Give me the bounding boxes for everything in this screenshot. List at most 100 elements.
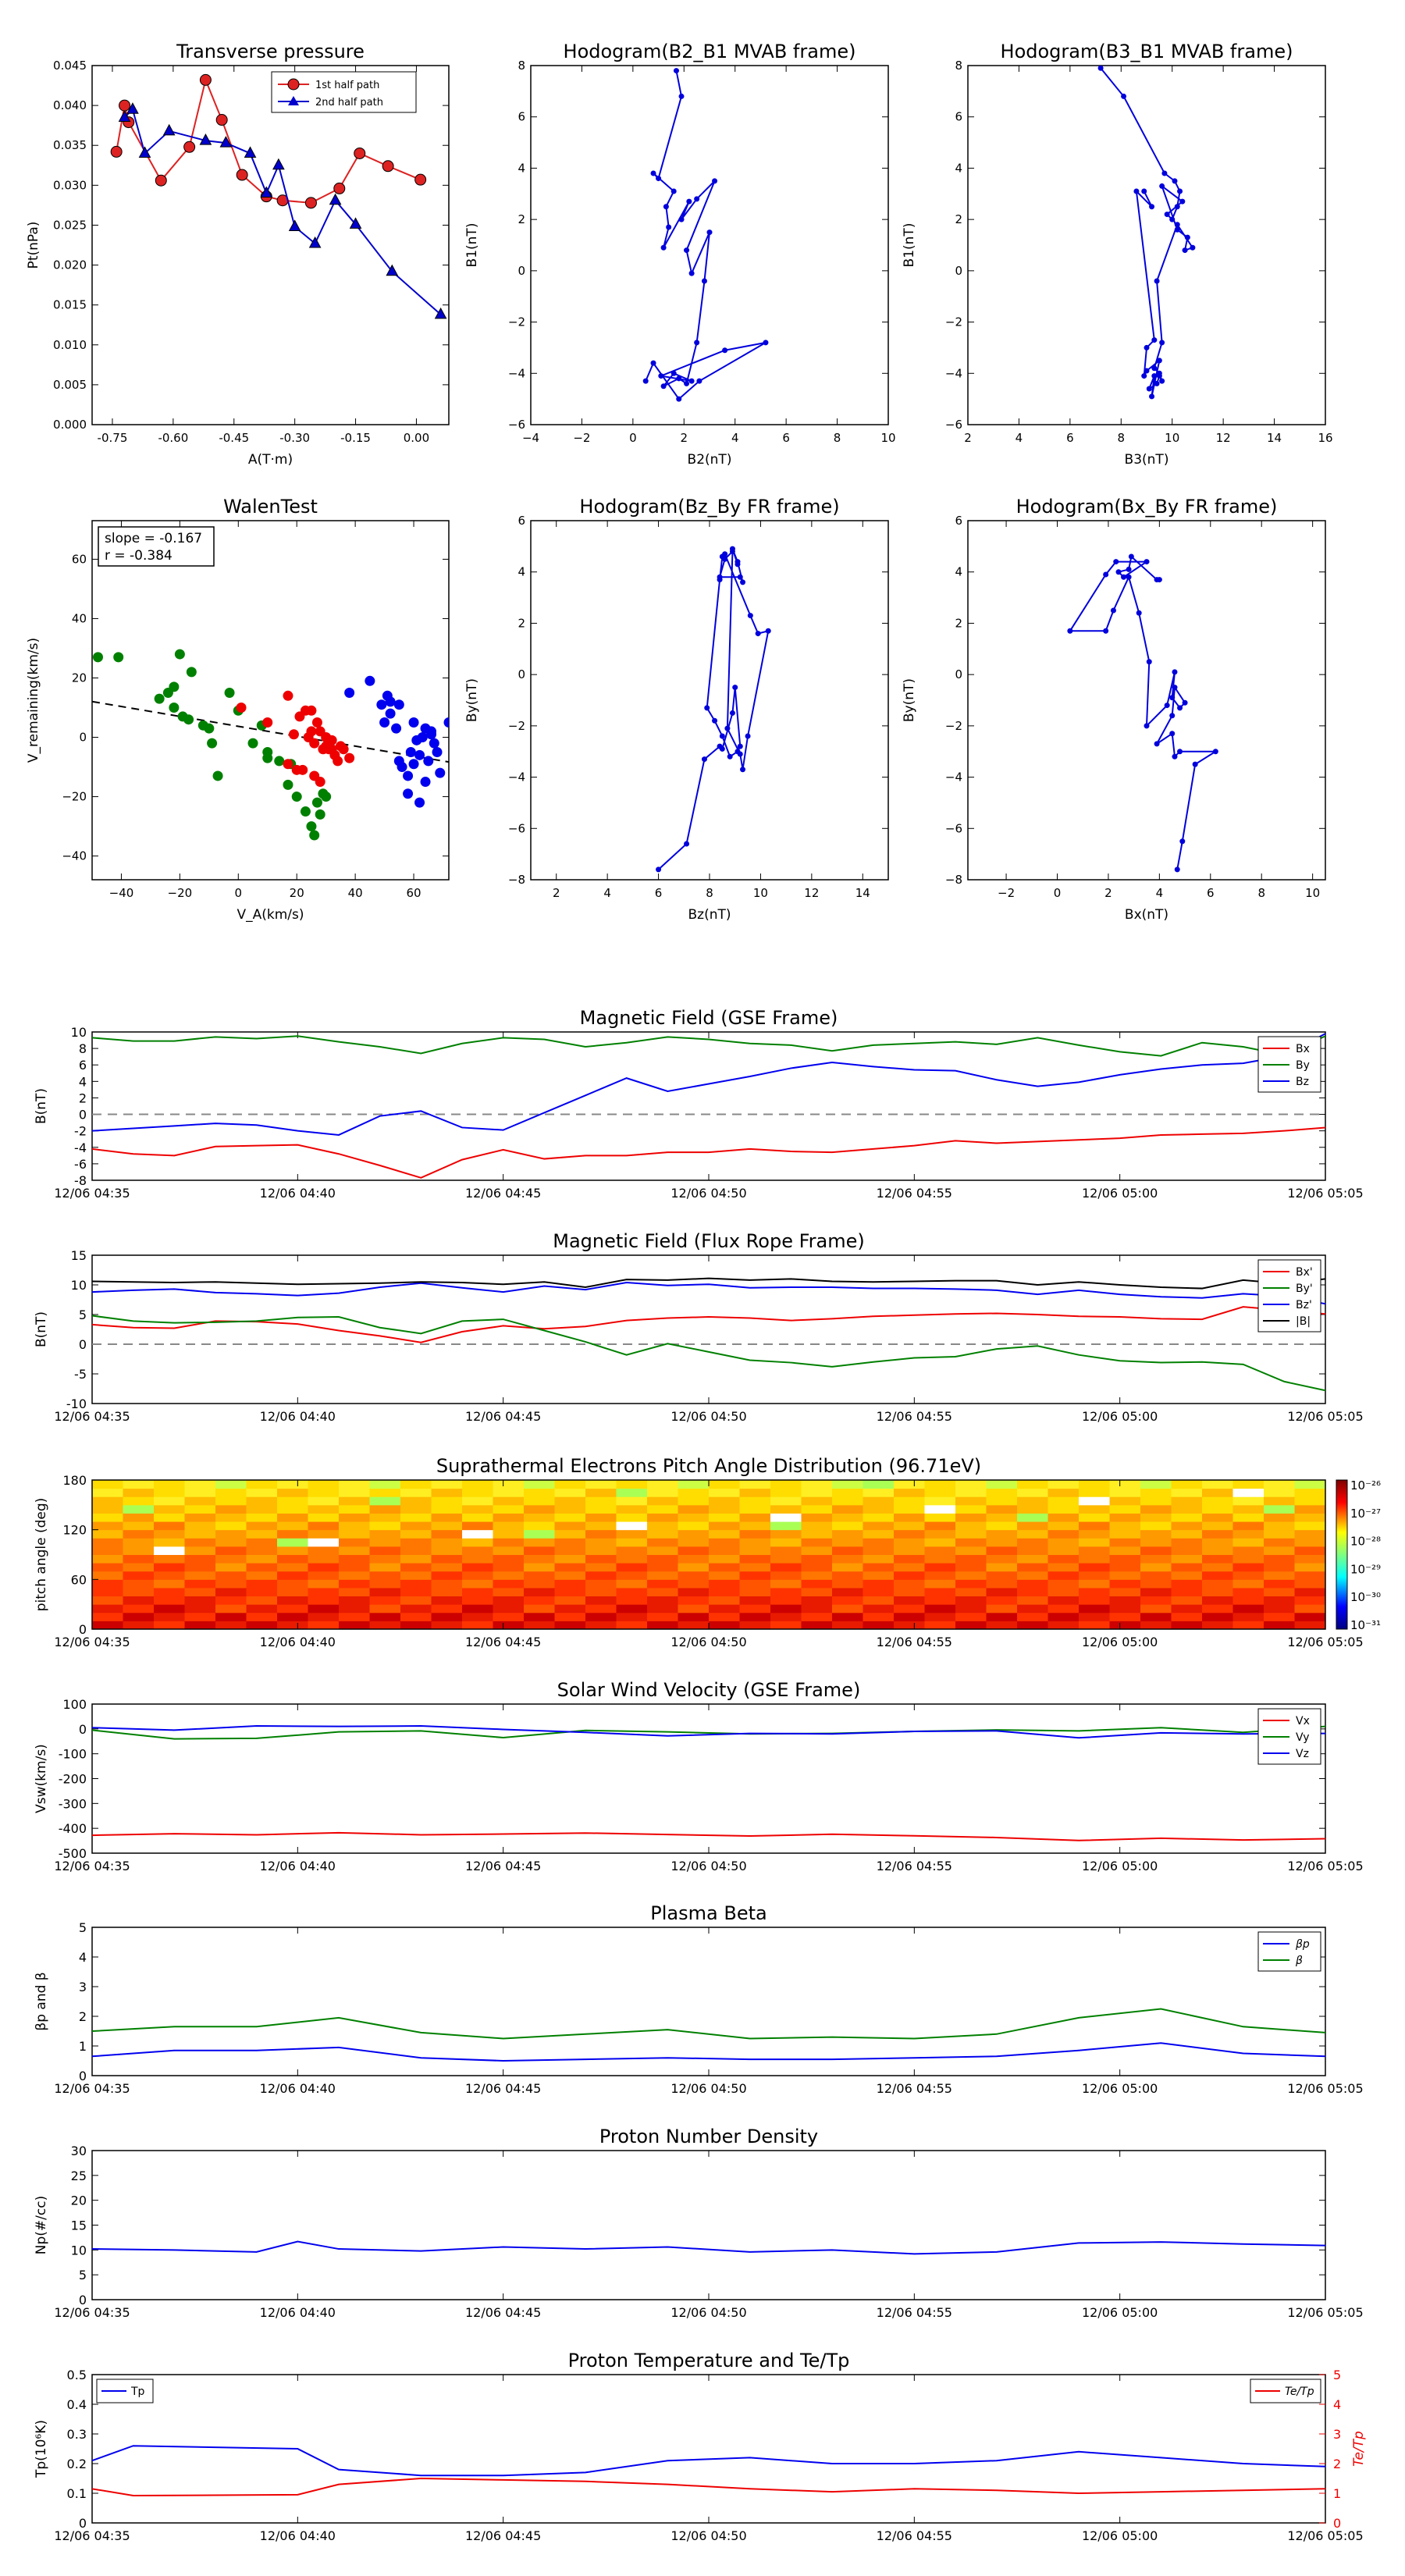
data-point	[720, 746, 725, 752]
data-point	[155, 175, 166, 186]
data-point	[738, 752, 743, 757]
heatmap-cell	[277, 1555, 308, 1564]
y-tick-label: 2	[518, 616, 525, 630]
heatmap-cell	[1172, 1530, 1203, 1539]
data-point	[661, 245, 667, 251]
heatmap-cell	[1048, 1496, 1080, 1505]
heatmap-cell	[1110, 1505, 1141, 1514]
heatmap-cell	[123, 1613, 155, 1621]
data-point	[391, 724, 401, 734]
heatmap-cell	[247, 1538, 278, 1546]
heatmap-cell	[1295, 1530, 1326, 1539]
heatmap-cell	[462, 1621, 493, 1629]
heatmap-cell	[524, 1505, 555, 1514]
heatmap-cell	[955, 1496, 987, 1505]
y-tick-label: 5	[79, 1308, 87, 1322]
heatmap-cell	[1264, 1563, 1295, 1571]
heatmap-cell	[1295, 1579, 1326, 1588]
heatmap-cell	[1172, 1555, 1203, 1564]
heatmap-cell	[740, 1588, 771, 1596]
heatmap-cell	[185, 1530, 216, 1539]
data-point	[394, 756, 404, 766]
heatmap-cell	[1264, 1530, 1295, 1539]
plot-area	[92, 1034, 1325, 1178]
heatmap-cell	[185, 1621, 216, 1629]
heatmap-cell	[1264, 1489, 1295, 1497]
heatmap-cell	[894, 1571, 925, 1580]
heatmap-cell	[955, 1596, 987, 1605]
y-tick-label: 0	[518, 264, 525, 278]
legend-label: Vz	[1296, 1748, 1309, 1760]
heatmap-cell	[215, 1555, 247, 1564]
y-tick-label: 0	[518, 667, 525, 681]
data-point	[656, 866, 661, 872]
y-tick-label: -5	[74, 1367, 87, 1382]
heatmap-cell	[432, 1521, 463, 1530]
heatmap-cell	[1264, 1521, 1295, 1530]
data-point	[740, 767, 745, 772]
heatmap-cell	[678, 1579, 710, 1588]
heatmap-cell	[955, 1480, 987, 1489]
data-point	[283, 780, 293, 790]
heatmap-cell	[709, 1496, 740, 1505]
heatmap-cell	[432, 1496, 463, 1505]
heatmap-cell	[770, 1613, 802, 1621]
heatmap-cell	[92, 1571, 123, 1580]
time-tick-label: 12/06 04:55	[877, 1186, 952, 1201]
heatmap-cell	[925, 1496, 956, 1505]
heatmap-cell	[123, 1555, 155, 1564]
heatmap-cell	[802, 1538, 833, 1546]
heatmap-cell	[308, 1513, 340, 1521]
heatmap-cell	[123, 1579, 155, 1588]
heatmap-cell	[647, 1555, 678, 1564]
x-axis-label: B2(nT)	[688, 452, 732, 468]
time-tick-label: 12/06 04:45	[465, 1186, 541, 1201]
heatmap-cell	[709, 1555, 740, 1564]
x-axis-label: V_A(km/s)	[237, 907, 304, 923]
data-point	[200, 74, 211, 85]
data-point	[1172, 178, 1177, 183]
heatmap-cell	[647, 1596, 678, 1605]
heatmap-cell	[617, 1489, 648, 1497]
time-tick-label: 12/06 05:05	[1287, 1635, 1363, 1649]
data-point	[643, 379, 649, 384]
heatmap-cell	[92, 1555, 123, 1564]
heatmap-cell	[247, 1588, 278, 1596]
heatmap-cell	[1140, 1505, 1172, 1514]
heatmap-cell	[1233, 1621, 1264, 1629]
time-tick-label: 12/06 04:55	[877, 1859, 952, 1873]
plot-frame	[92, 1255, 1325, 1404]
data-point	[315, 777, 325, 787]
heatmap-cell	[1233, 1489, 1264, 1497]
heatmap-cell	[215, 1546, 247, 1555]
data-point	[738, 744, 743, 749]
heatmap-cell	[1233, 1579, 1264, 1588]
y-tick-label: −20	[62, 790, 87, 804]
heatmap-cell	[647, 1546, 678, 1555]
heatmap-cell	[894, 1521, 925, 1530]
y-tick-label: −2	[945, 315, 962, 329]
heatmap-cell	[1202, 1621, 1233, 1629]
heatmap-cell	[1017, 1596, 1048, 1605]
heatmap-cell	[400, 1546, 432, 1555]
heatmap-cell	[524, 1530, 555, 1539]
heatmap-cell	[555, 1480, 586, 1489]
heatmap-cell	[339, 1538, 370, 1546]
heatmap-cell	[247, 1596, 278, 1605]
data-point	[712, 718, 717, 724]
plot-frame	[968, 521, 1325, 880]
heatmap-cell	[987, 1596, 1018, 1605]
heatmap-cell	[215, 1604, 247, 1613]
x-tick-label: 8	[1118, 431, 1126, 445]
heatmap-cell	[1048, 1530, 1080, 1539]
panel-transverse: Transverse pressure-0.75 -0.60 -0.45 -0.30-…	[26, 41, 449, 468]
heatmap-cell	[154, 1613, 185, 1621]
heatmap-cell	[894, 1480, 925, 1489]
heatmap-cell	[1233, 1513, 1264, 1521]
data-point	[432, 747, 443, 757]
data-point	[1144, 345, 1150, 350]
data-point	[689, 271, 695, 276]
heatmap-cell	[432, 1604, 463, 1613]
heatmap-cell	[863, 1546, 895, 1555]
y-tick-label: 4	[79, 1950, 87, 1965]
